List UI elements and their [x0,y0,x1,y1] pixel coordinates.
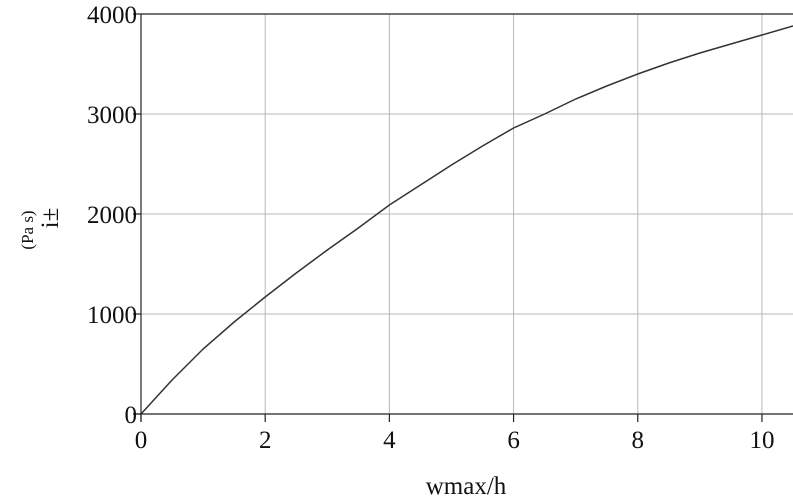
y-tick-label: 1000 [87,302,137,329]
y-tick-label: 4000 [87,2,137,29]
x-axis-label: wmax/h [426,473,507,500]
plot-frame [133,13,793,422]
y-tick-label: 3000 [87,102,137,129]
grid-lines [141,13,793,414]
y-tick-label: 2000 [87,202,137,229]
series-line-1 [140,25,793,415]
x-tick-label: 6 [507,427,520,454]
y-axis-label: i± [37,208,64,229]
y-tick-label: 0 [125,402,138,429]
x-tick-label: 8 [632,427,645,454]
x-tick-label: 4 [383,427,396,454]
tick-layer: 0 2 4 6 8 10 0 1000 2000 3000 4000 [87,2,774,454]
x-tick-label: 2 [259,427,272,454]
y-axis-unit-label: (Pa s) [18,210,37,249]
series-layer [140,25,793,415]
x-tick-label: 0 [135,427,148,454]
x-tick-label: 10 [749,427,774,454]
